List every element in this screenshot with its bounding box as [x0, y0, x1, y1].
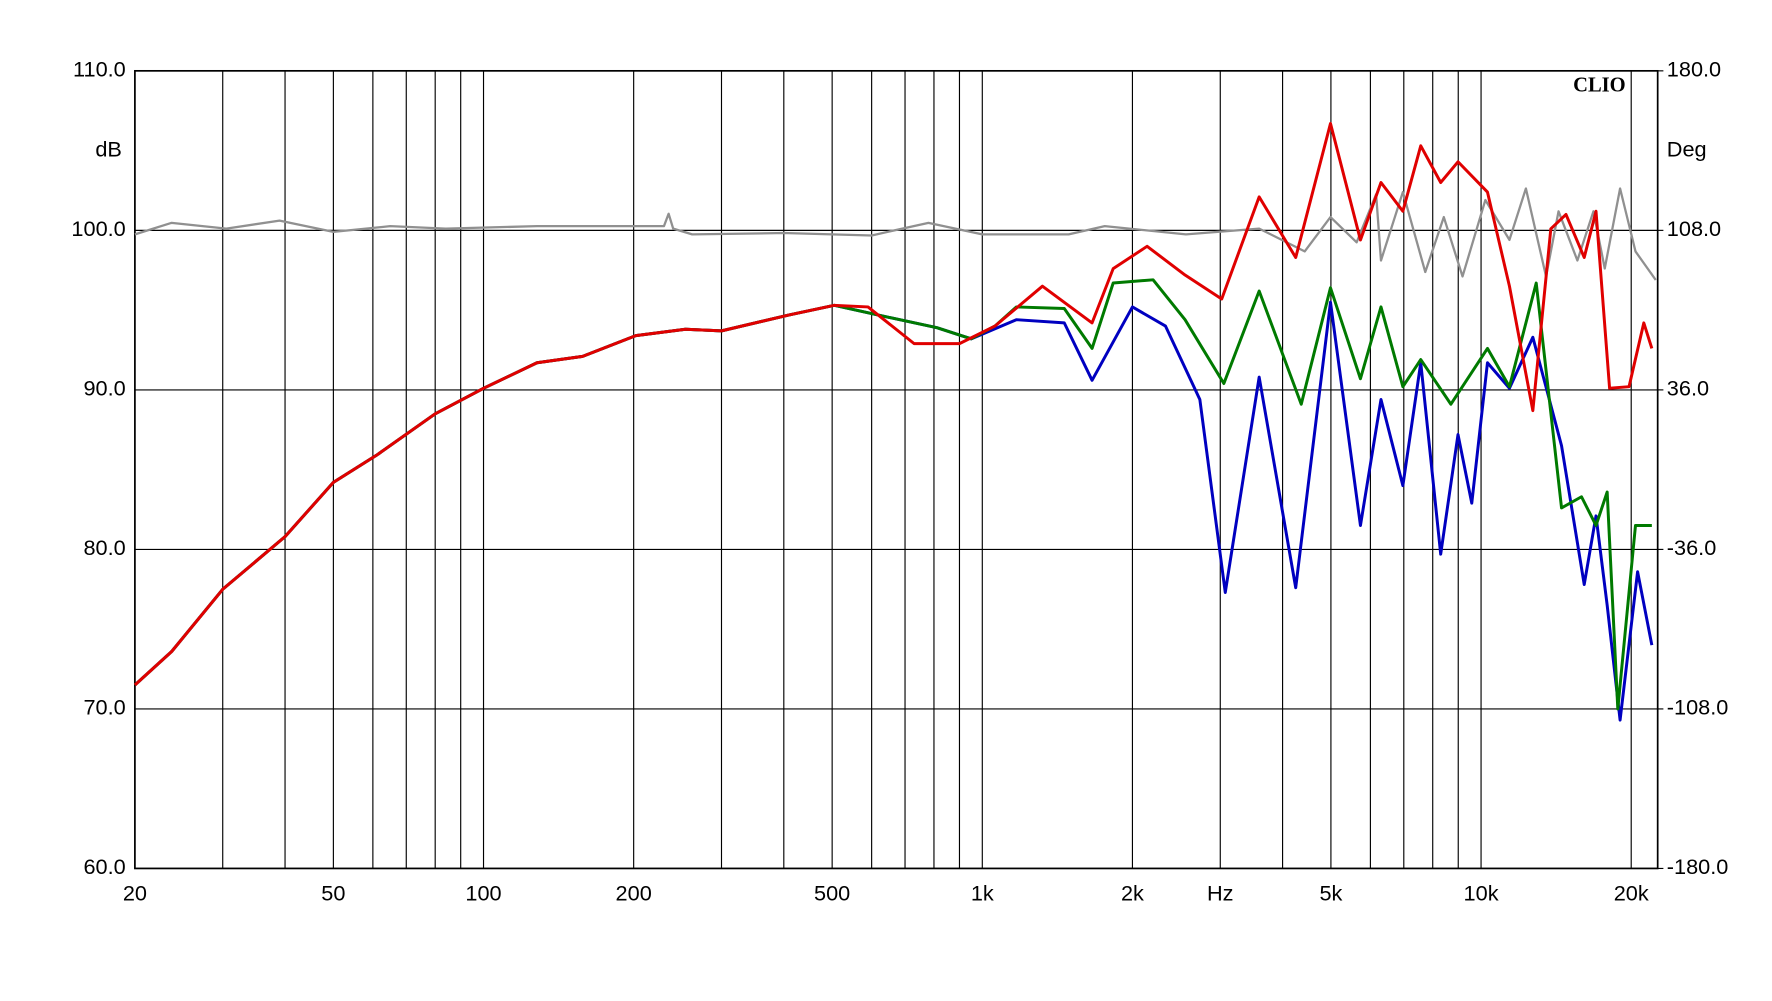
y-tick-label: 70.0	[83, 695, 125, 720]
y-tick-label: 80.0	[83, 535, 125, 560]
x-tick-label: 500	[814, 880, 850, 905]
y-tick-label: 100.0	[71, 216, 125, 241]
y2-tick-label: -36.0	[1667, 535, 1716, 560]
x-tick-label: Hz	[1207, 880, 1234, 905]
annotation: CLIO	[1573, 75, 1626, 97]
y-tick-label: 60.0	[83, 854, 125, 879]
x-tick-label: 20	[123, 880, 147, 905]
y2-tick-label: -180.0	[1667, 854, 1729, 879]
y2-axis-label: Deg	[1667, 137, 1707, 162]
y-tick-label: 90.0	[83, 376, 125, 401]
y2-tick-label: 36.0	[1667, 376, 1709, 401]
series-line	[134, 187, 1657, 281]
y-tick-label: 110.0	[73, 57, 126, 82]
y2-tick-label: 108.0	[1667, 216, 1721, 241]
y-axis-label: dB	[95, 137, 122, 162]
x-tick-label: 2k	[1121, 880, 1144, 905]
y2-tick-label: -108.0	[1667, 695, 1729, 720]
x-tick-label: 20k	[1614, 880, 1649, 905]
x-tick-label: 10k	[1464, 880, 1499, 905]
x-tick-label: 1k	[971, 880, 994, 905]
plot-frame	[134, 69, 1659, 870]
series-line	[133, 122, 1654, 687]
x-tick-label: 200	[616, 880, 652, 905]
x-tick-label: 100	[465, 880, 501, 905]
y2-tick-label: 180.0	[1667, 57, 1721, 82]
x-tick-label: 50	[321, 880, 345, 905]
x-tick-label: 5k	[1319, 880, 1342, 905]
